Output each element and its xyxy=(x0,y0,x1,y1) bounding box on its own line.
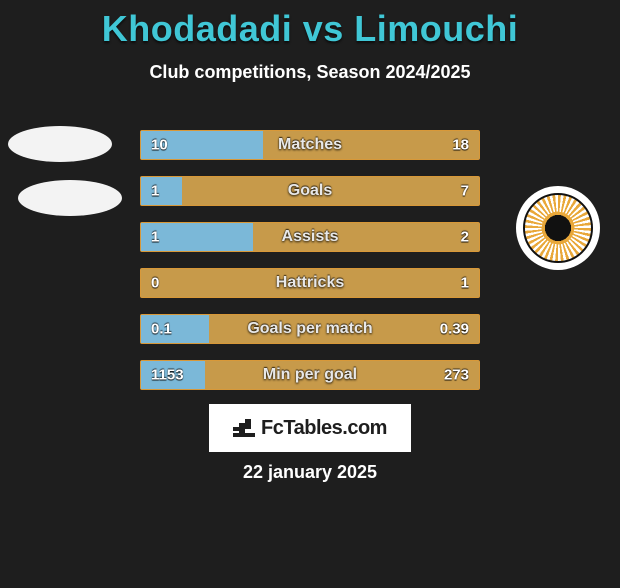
bar-value-left: 0.1 xyxy=(151,321,172,338)
bar-value-right: 7 xyxy=(461,183,469,200)
bar-row: 0 1 Hattricks xyxy=(140,268,480,298)
fctables-logo[interactable]: FcTables.com xyxy=(209,404,411,452)
bar-value-left: 10 xyxy=(151,137,168,154)
bar-value-left: 0 xyxy=(151,275,159,292)
bar-label: Goals xyxy=(288,182,332,200)
date-text: 22 january 2025 xyxy=(243,462,377,483)
subtitle: Club competitions, Season 2024/2025 xyxy=(0,62,620,83)
bar-value-left: 1153 xyxy=(151,367,184,384)
bar-value-right: 18 xyxy=(452,137,469,154)
player-right-club-logo xyxy=(516,186,600,270)
bar-label: Goals per match xyxy=(247,320,372,338)
player-left-badge-1 xyxy=(8,126,112,162)
player-left-badge-2 xyxy=(18,180,122,216)
page-title: Khodadadi vs Limouchi xyxy=(0,8,620,50)
comparison-bars: 10 18 Matches 1 7 Goals 1 2 Assists 0 1 Hattricks 0.… xyxy=(140,130,480,406)
bar-label: Assists xyxy=(282,228,339,246)
bar-value-right: 273 xyxy=(444,367,469,384)
bar-row: 1 2 Assists xyxy=(140,222,480,252)
club-logo-inner xyxy=(523,193,593,263)
bar-row: 1 7 Goals xyxy=(140,176,480,206)
bar-row: 1153 273 Min per goal xyxy=(140,360,480,390)
bar-value-right: 0.39 xyxy=(440,321,469,338)
bar-value-left: 1 xyxy=(151,229,159,246)
bar-value-right: 2 xyxy=(461,229,469,246)
fctables-logo-text: FcTables.com xyxy=(261,417,387,440)
bar-chart-icon xyxy=(233,419,255,437)
bar-label: Min per goal xyxy=(263,366,357,384)
bar-row: 0.1 0.39 Goals per match xyxy=(140,314,480,344)
bar-row: 10 18 Matches xyxy=(140,130,480,160)
bar-label: Matches xyxy=(278,136,342,154)
bar-value-right: 1 xyxy=(461,275,469,292)
bar-value-left: 1 xyxy=(151,183,159,200)
bar-label: Hattricks xyxy=(276,274,344,292)
bar-fill-left xyxy=(141,177,182,205)
